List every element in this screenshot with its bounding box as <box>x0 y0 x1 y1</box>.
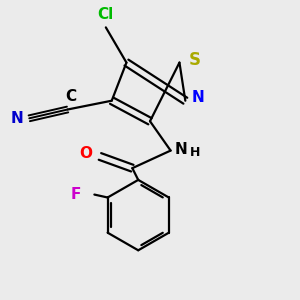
Text: C: C <box>65 88 76 104</box>
Text: Cl: Cl <box>98 7 114 22</box>
Text: N: N <box>191 90 204 105</box>
Text: F: F <box>71 187 81 202</box>
Text: N: N <box>11 111 23 126</box>
Text: O: O <box>80 146 93 161</box>
Text: S: S <box>188 51 200 69</box>
Text: H: H <box>190 146 200 158</box>
Text: N: N <box>175 142 188 157</box>
